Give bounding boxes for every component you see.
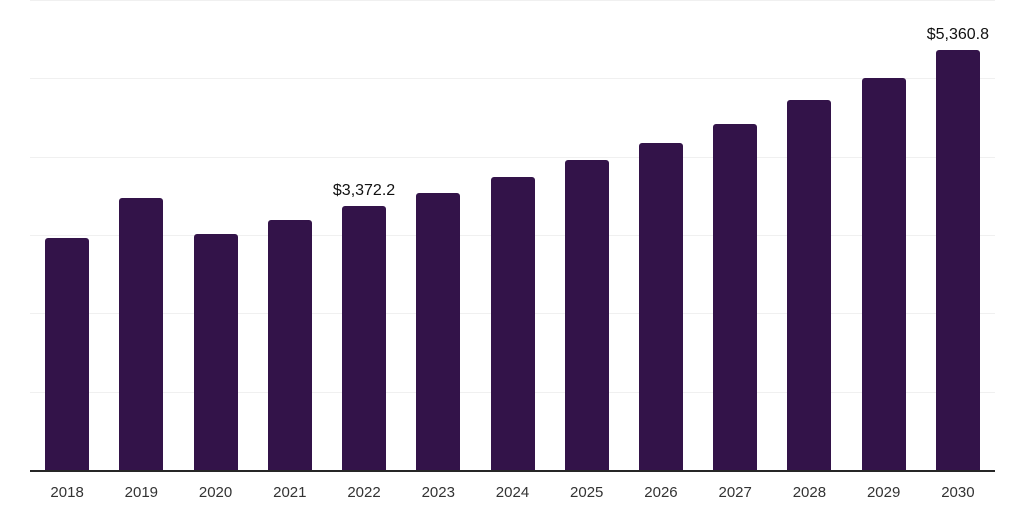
x-tick-label-2029: 2029 <box>866 484 901 501</box>
bar-2020 <box>193 234 238 470</box>
x-tick-label-2028: 2028 <box>792 484 827 501</box>
x-tick-label-2022: 2022 <box>347 484 381 501</box>
x-tick-label-2021: 2021 <box>273 484 307 501</box>
bar-2023 <box>416 192 461 470</box>
bar-2022 <box>342 205 387 470</box>
x-tick-label-2025: 2025 <box>570 484 604 501</box>
bar-2030 <box>935 50 980 470</box>
x-tick-label-2024: 2024 <box>495 484 530 501</box>
gridline-5000 <box>30 78 995 80</box>
plot-area: $3,372.2 $5,360.8 <box>30 0 995 472</box>
bar-2024 <box>490 177 535 470</box>
bar-2026 <box>638 142 683 470</box>
bar-value-label-2030: $5,360.8 <box>926 26 990 44</box>
x-tick-label-2027: 2027 <box>718 484 752 501</box>
gridline-6000 <box>30 0 995 1</box>
x-tick-label-2023: 2023 <box>421 484 455 501</box>
bar-2021 <box>267 220 312 470</box>
x-tick-label-2018: 2018 <box>50 484 84 501</box>
x-tick-label-2030: 2030 <box>941 484 975 501</box>
x-axis: 2018 2019 2020 2021 2022 2023 2024 2025 2026 2027… <box>30 484 995 506</box>
bar-2029 <box>861 78 906 470</box>
bar-2019 <box>119 198 164 470</box>
gridline-4000 <box>30 156 995 158</box>
bar-2018 <box>45 237 90 470</box>
bar-2025 <box>564 160 609 470</box>
x-tick-label-2020: 2020 <box>198 484 233 501</box>
bar-2028 <box>787 100 832 470</box>
x-tick-label-2026: 2026 <box>644 484 678 501</box>
x-tick-label-2019: 2019 <box>124 484 159 501</box>
bar-2027 <box>713 123 758 470</box>
bar-value-label-2022: $3,372.2 <box>332 181 396 199</box>
